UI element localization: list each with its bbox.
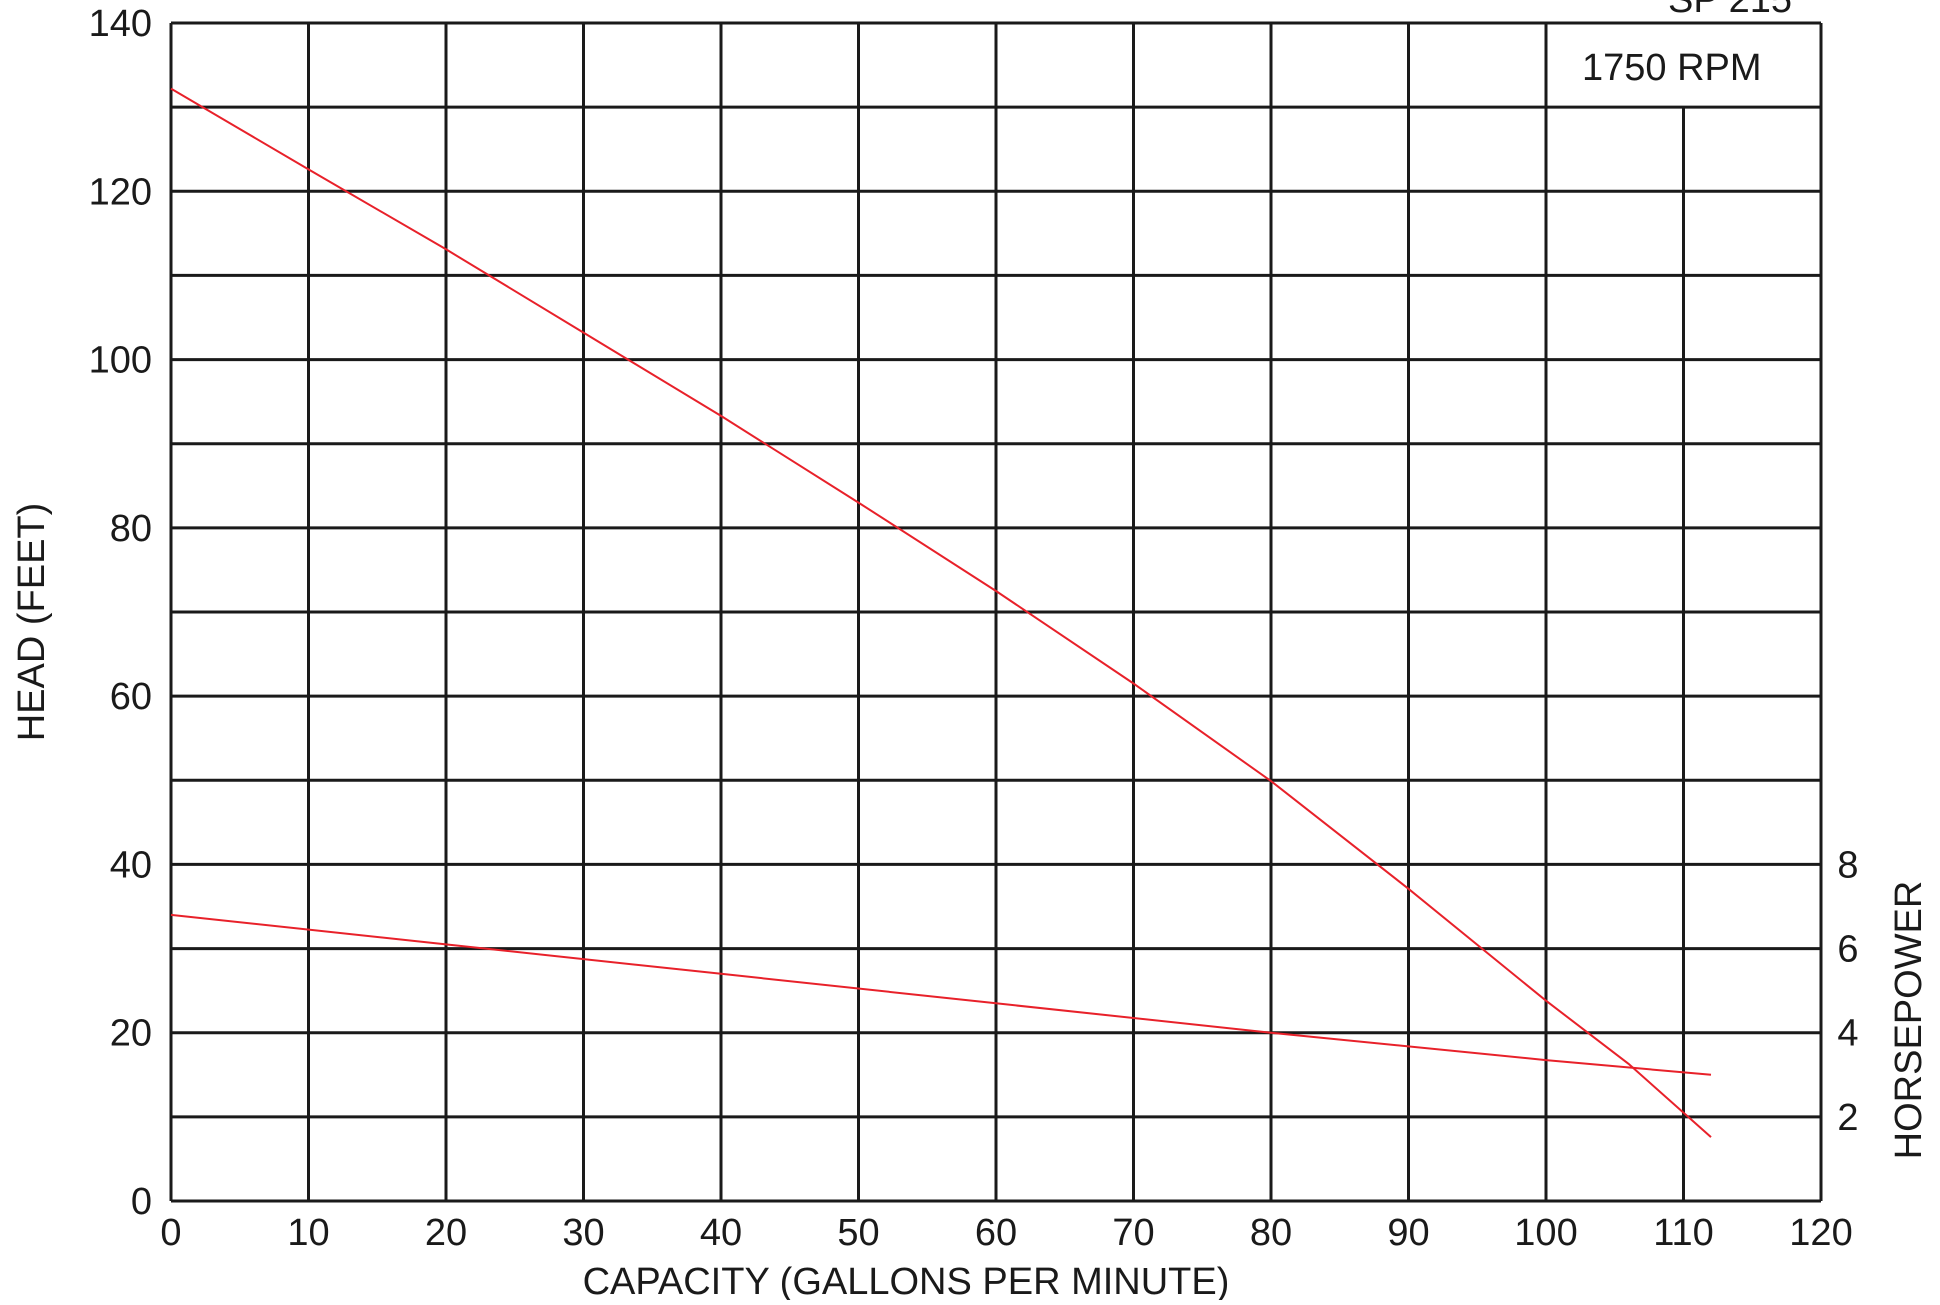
x-tick-label-120: 120 bbox=[1789, 1212, 1852, 1254]
x-tick-label-90: 90 bbox=[1387, 1212, 1429, 1254]
rpm-annotation: 1750 RPM bbox=[1582, 47, 1762, 89]
y-tick-label-120: 120 bbox=[89, 171, 152, 213]
model-label-partial: SP 215 bbox=[1668, 0, 1792, 21]
horsepower-curve bbox=[170, 913, 1712, 1076]
x-tick-label-100: 100 bbox=[1514, 1212, 1577, 1254]
x-tick-label-20: 20 bbox=[425, 1212, 467, 1254]
x-axis-title: CAPACITY (GALLONS PER MINUTE) bbox=[583, 1261, 1230, 1300]
grid bbox=[169, 21, 1823, 1203]
y2-tick-label-2: 2 bbox=[1837, 1097, 1858, 1139]
y2-tick-label-6: 6 bbox=[1837, 929, 1858, 971]
y-tick-label-60: 60 bbox=[110, 676, 152, 718]
y-tick-label-80: 80 bbox=[110, 508, 152, 550]
x-tick-label-80: 80 bbox=[1250, 1212, 1292, 1254]
x-tick-label-10: 10 bbox=[287, 1212, 329, 1254]
y-tick-label-140: 140 bbox=[89, 3, 152, 45]
x-tick-label-0: 0 bbox=[160, 1212, 181, 1254]
y-tick-label-20: 20 bbox=[110, 1013, 152, 1055]
y-tick-label-0: 0 bbox=[131, 1181, 152, 1223]
y-tick-label-40: 40 bbox=[110, 844, 152, 886]
y2-tick-label-8: 8 bbox=[1837, 844, 1858, 886]
series-layer bbox=[170, 87, 1712, 1138]
x-tick-label-50: 50 bbox=[837, 1212, 879, 1254]
x-tick-label-110: 110 bbox=[1653, 1212, 1714, 1254]
x-tick-label-30: 30 bbox=[562, 1212, 604, 1254]
tick-labels: 0 10 20 30 40 50 60 70 80 90 100 110 120 0 20 40 60 80 100… bbox=[89, 3, 1859, 1254]
x-tick-label-40: 40 bbox=[700, 1212, 742, 1254]
y2-axis-title: HORSEPOWER bbox=[1888, 881, 1930, 1160]
y2-tick-label-4: 4 bbox=[1837, 1013, 1858, 1055]
head-curve bbox=[170, 87, 1712, 1138]
y-tick-label-100: 100 bbox=[89, 340, 152, 382]
y-axis-title: HEAD (FEET) bbox=[11, 503, 53, 742]
x-tick-label-60: 60 bbox=[975, 1212, 1017, 1254]
x-tick-label-70: 70 bbox=[1112, 1212, 1154, 1254]
